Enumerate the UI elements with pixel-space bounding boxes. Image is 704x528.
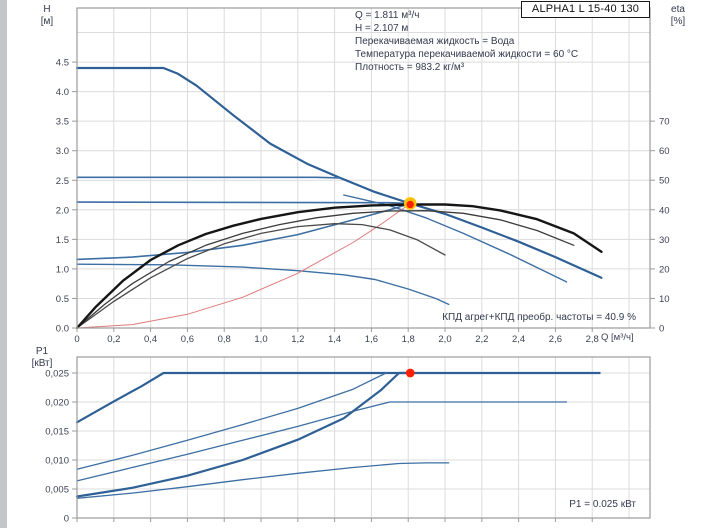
x-tick-label: 1,4 — [328, 334, 341, 345]
x-tick-label: 0,2 — [107, 334, 120, 345]
power-note: P1 = 0.025 кВт — [569, 499, 636, 510]
h-axis-unit: [м] — [40, 16, 54, 27]
x-tick-label: 2,0 — [438, 334, 451, 345]
eta-tick-label: 40 — [659, 205, 670, 216]
eta-tick-label: 50 — [659, 176, 670, 187]
x-tick-label: 0 — [74, 334, 79, 345]
y-tick-label: 0.0 — [56, 324, 69, 335]
operating-point — [406, 200, 414, 209]
y-tick-label: 2.0 — [56, 205, 69, 216]
y-tick-label: 0,015 — [45, 427, 69, 438]
curve-efficiency-pump-short — [76, 223, 446, 329]
curve-intermediate-speed-curve — [343, 194, 568, 283]
y-tick-label: 1.0 — [56, 264, 69, 275]
annotation-flow: Q = 1.811 м³/ч — [355, 10, 420, 21]
efficiency-note: КПД агрег+КПД преобр. частоты = 40.9 % — [442, 312, 636, 323]
p1-axis-unit: [кВт] — [31, 358, 53, 369]
curve-proportional-pressure-curve — [76, 202, 412, 261]
x-tick-label: 1,0 — [254, 334, 267, 345]
pump-model-badge: ALPHA1 L 15-40 130 — [521, 1, 650, 18]
x-tick-label: 1,6 — [365, 334, 378, 345]
eta-tick-label: 10 — [659, 294, 670, 305]
p1-axis-title: P1 [кВт] — [22, 346, 62, 370]
x-tick-label: 1,2 — [291, 334, 304, 345]
y-tick-label: 0,020 — [45, 398, 69, 409]
x-tick-label: 0,8 — [218, 334, 231, 345]
curve-power-constant-pressure — [76, 401, 568, 482]
annotation-head: H = 2.107 м — [355, 23, 409, 34]
eta-axis-title: eta [%] — [656, 4, 700, 28]
eta-tick-label: 60 — [659, 146, 670, 157]
curve-constant-pressure-curve-high — [76, 176, 341, 179]
curve-power-proportional — [76, 372, 387, 470]
y-tick-label: 2.5 — [56, 176, 69, 187]
window-edge — [0, 0, 7, 528]
eta-axis-unit: [%] — [670, 16, 686, 27]
x-tick-label: 2,6 — [549, 334, 562, 345]
x-tick-label: 2,2 — [475, 334, 488, 345]
curve-power-duty-curve — [75, 371, 412, 498]
x-tick-label: 2,8 — [586, 334, 599, 345]
y-tick-label: 3.5 — [56, 117, 69, 128]
eta-tick-label: 20 — [659, 264, 670, 275]
plot-border — [76, 356, 651, 519]
annotation-temperature: Температура перекачиваемой жидкости = 60… — [355, 49, 579, 60]
y-tick-label: 0 — [64, 514, 69, 525]
curve-min-speed-curve — [76, 263, 450, 306]
p1-axis-symbol: P1 — [35, 346, 49, 357]
annotation-liquid: Перекачиваемая жидкость = Вода — [355, 36, 515, 47]
eta-tick-label: 30 — [659, 235, 670, 246]
h-axis-title: H [м] — [30, 4, 64, 28]
eta-tick-label: 70 — [659, 117, 670, 128]
y-tick-label: 3.0 — [56, 146, 69, 157]
y-tick-label: 0,010 — [45, 456, 69, 467]
duty-point-annotations: Q = 1.811 м³/ч H = 2.107 м Перекачиваема… — [355, 9, 578, 74]
y-tick-label: 0,025 — [45, 369, 69, 380]
h-axis-symbol: H — [43, 4, 51, 15]
x-tick-label: 0,6 — [181, 334, 194, 345]
annotation-density: Плотность = 983.2 кг/м³ — [355, 62, 465, 73]
curve-efficiency-pump-motor — [76, 210, 575, 329]
y-tick-label: 0.5 — [56, 294, 69, 305]
x-tick-label: 2,4 — [512, 334, 525, 345]
y-tick-label: 4.0 — [56, 87, 69, 98]
y-tick-label: 4.5 — [56, 58, 69, 69]
plot-border — [76, 7, 651, 329]
x-tick-label: 1,8 — [402, 334, 415, 345]
curve-power-max-speed — [75, 371, 601, 424]
eta-tick-label: 0 — [659, 324, 664, 335]
y-tick-label: 0,005 — [45, 485, 69, 496]
eta-axis-symbol: eta — [671, 4, 685, 15]
y-tick-label: 1.5 — [56, 235, 69, 246]
curve-constant-pressure-curve-duty — [76, 201, 412, 205]
curve-power-min-speed — [76, 462, 450, 499]
curve-efficiency-total — [75, 203, 603, 330]
curve-max-speed-curve — [75, 66, 603, 279]
operating-point-power — [405, 368, 415, 378]
q-axis-label: Q [м³/ч] — [601, 332, 634, 343]
x-tick-label: 0,4 — [144, 334, 157, 345]
